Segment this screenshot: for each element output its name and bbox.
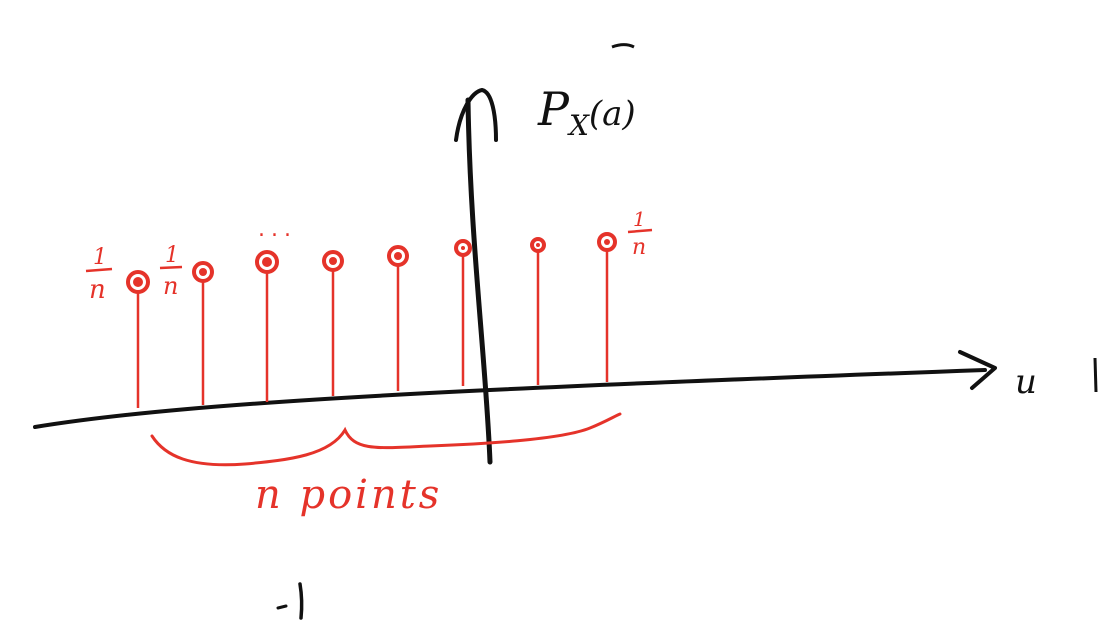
- x-axis-label: u: [1015, 362, 1037, 402]
- value-label-second: 1 n: [159, 243, 183, 300]
- point-marker-fill: [604, 239, 610, 245]
- value-denominator: n: [632, 235, 646, 260]
- value-denominator: n: [89, 275, 106, 305]
- point-marker-fill: [394, 252, 402, 260]
- fraction-bar: [85, 267, 113, 273]
- point-masses: [126, 232, 617, 408]
- value-label-right: 1 n: [627, 207, 653, 260]
- value-label-left: 1 n: [85, 245, 113, 305]
- y-axis-label-subscript: X: [567, 109, 590, 142]
- point-marker-fill: [461, 246, 465, 250]
- ellipsis-mark: ...: [258, 217, 297, 242]
- y-axis-arrowhead: [454, 87, 498, 142]
- value-numerator: 1: [633, 207, 646, 231]
- value-denominator: n: [163, 272, 178, 300]
- y-axis: [465, 97, 493, 465]
- pen-mark: [611, 43, 635, 49]
- edge-stroke: [1093, 357, 1098, 393]
- fraction-bar: [627, 228, 653, 234]
- point-marker: [454, 239, 472, 257]
- point-marker: [126, 270, 150, 294]
- point-marker-fill: [199, 268, 207, 276]
- point-marker: [322, 250, 344, 272]
- fraction-bar: [159, 265, 183, 270]
- point-marker: [387, 245, 409, 267]
- point-marker-fill: [536, 243, 540, 247]
- point-marker: [255, 250, 279, 274]
- x-axis: [33, 368, 987, 429]
- pen-mark: [276, 604, 288, 610]
- point-marker: [530, 237, 546, 253]
- x-axis-arrowhead: [958, 350, 997, 390]
- point-marker: [192, 261, 214, 283]
- y-axis-label-letter: P: [537, 82, 570, 136]
- curly-brace: [150, 412, 622, 467]
- point-marker-fill: [262, 257, 272, 267]
- point-marker-fill: [329, 257, 337, 265]
- points-label: n points: [255, 472, 442, 518]
- point-marker-fill: [133, 277, 143, 287]
- value-numerator: 1: [93, 245, 107, 270]
- pen-mark: [298, 582, 304, 620]
- point-marker: [597, 232, 617, 252]
- value-numerator: 1: [165, 243, 179, 268]
- y-axis-label: PX(a): [537, 82, 636, 142]
- y-axis-label-argument: (a): [589, 94, 636, 134]
